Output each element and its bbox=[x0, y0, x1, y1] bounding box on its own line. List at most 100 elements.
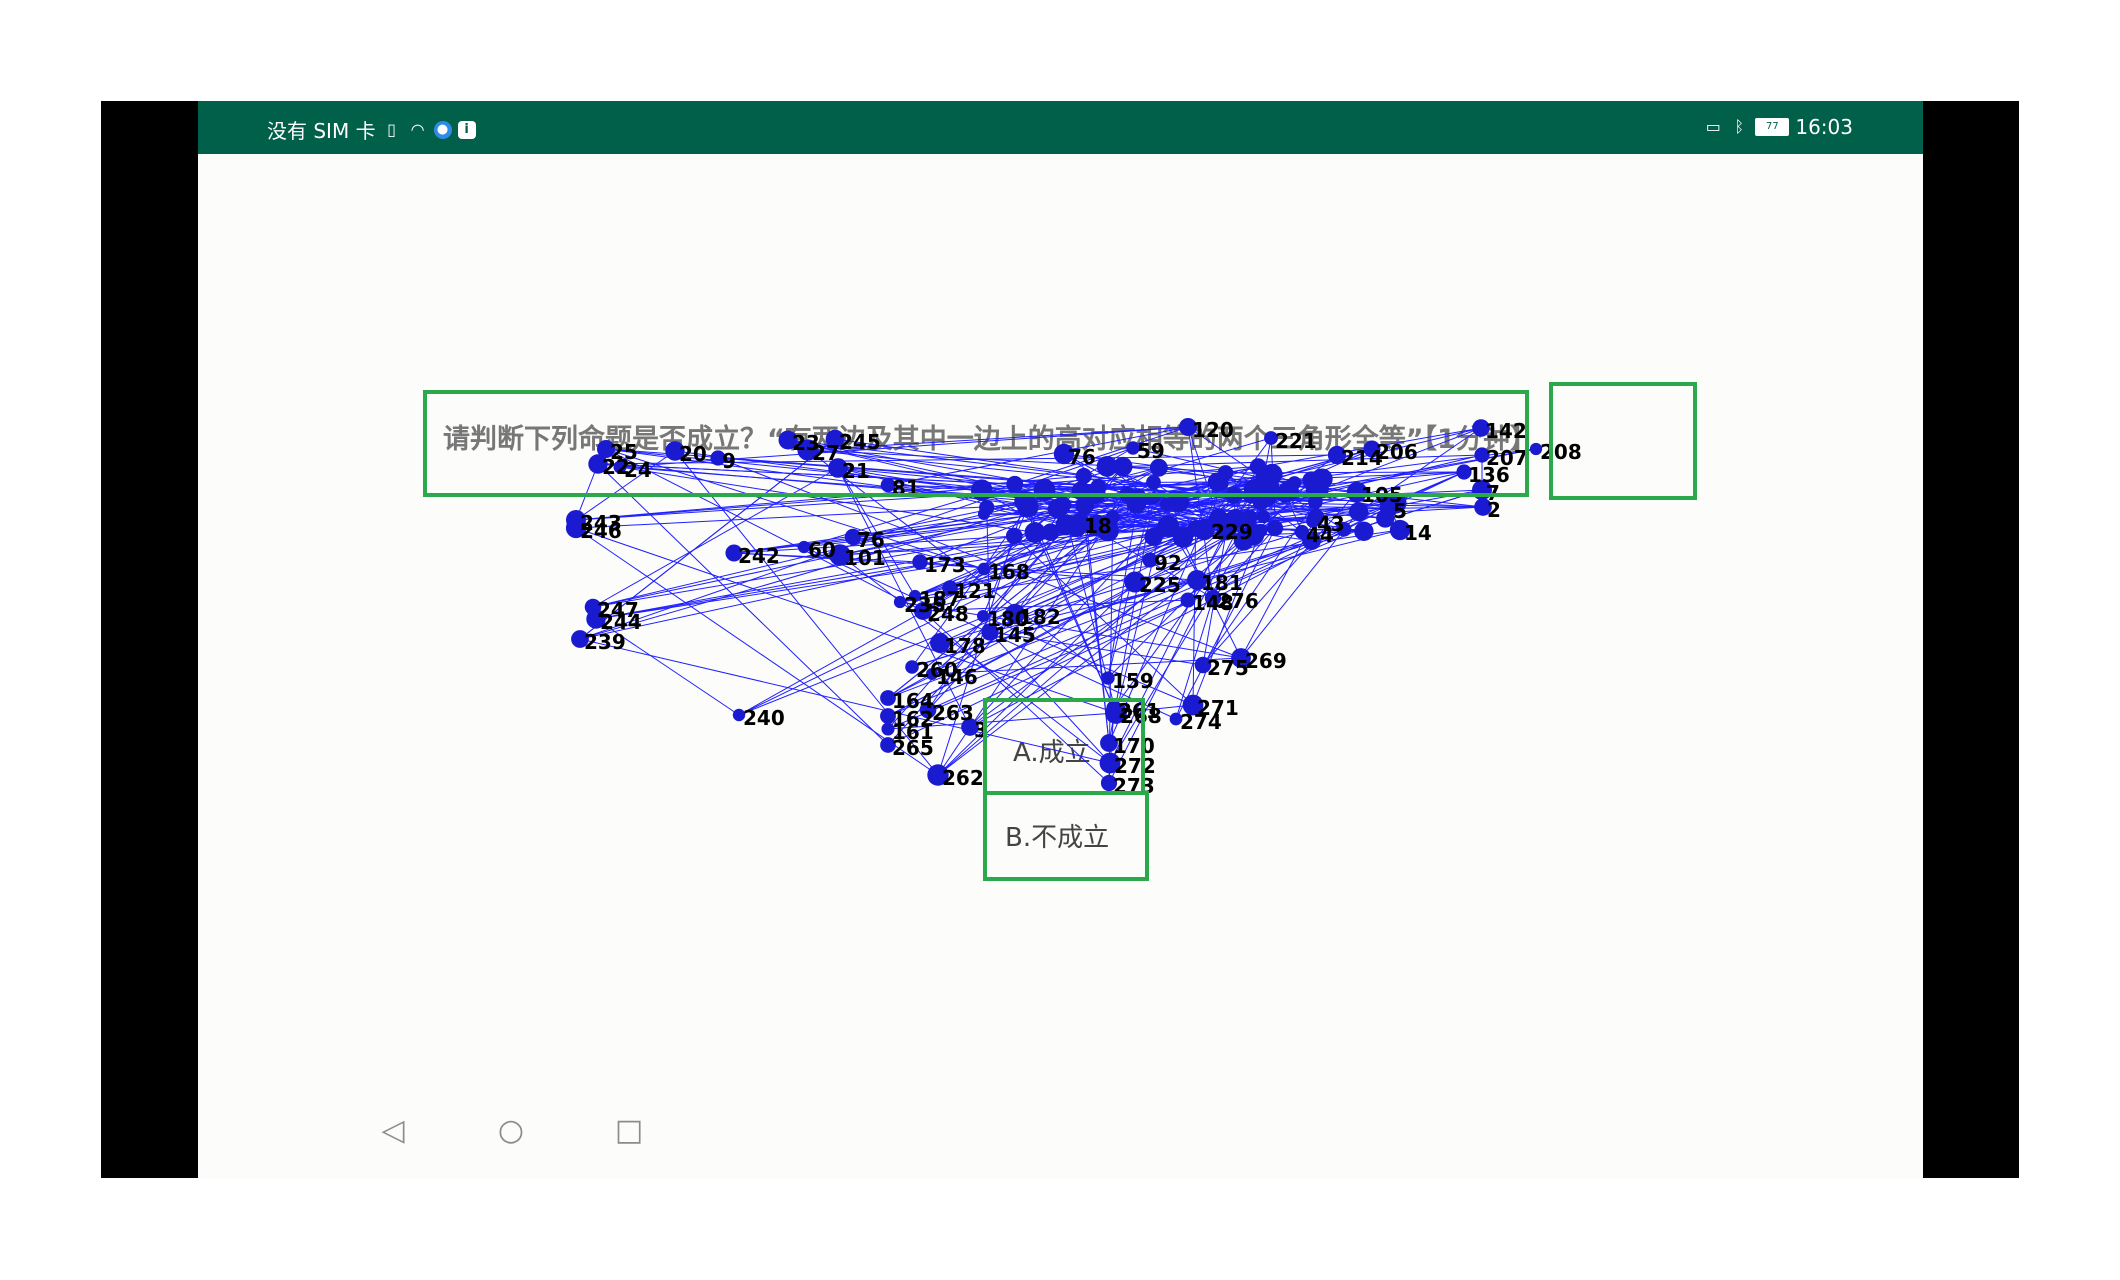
graph-node-label: 244 bbox=[600, 610, 642, 634]
graph-node-label: 161 bbox=[892, 720, 934, 744]
graph-node bbox=[828, 458, 848, 478]
graph-node-label: 162 bbox=[892, 707, 934, 731]
option-b-highlight-box[interactable] bbox=[983, 791, 1149, 881]
app-notification-icon: ● bbox=[433, 120, 452, 139]
graph-edge bbox=[807, 426, 1189, 451]
graph-node-label: 260 bbox=[916, 658, 958, 682]
status-bar-left: 没有 SIM 卡 ▯ ◠ ● i bbox=[267, 115, 476, 144]
graph-node-label: 268 bbox=[1120, 704, 1162, 728]
graph-node-label: 2 bbox=[1487, 498, 1501, 522]
graph-node-label: 207 bbox=[1486, 446, 1528, 470]
graph-node-label: 59 bbox=[1137, 439, 1165, 463]
graph-edge bbox=[605, 448, 924, 612]
graph-node-label: 60 bbox=[808, 538, 836, 562]
sim-card-icon: ▯ bbox=[387, 119, 396, 139]
graph-node-label: 269 bbox=[1245, 649, 1287, 673]
graph-node-label: 242 bbox=[738, 544, 780, 568]
info-notification-icon: i bbox=[457, 120, 476, 139]
device-frame: 没有 SIM 卡 ▯ ◠ ● i ▭ ᛒ 77 16:03 请判断下列命题是否成… bbox=[101, 101, 2019, 1178]
graph-node bbox=[1529, 442, 1543, 456]
graph-node-label: 243 bbox=[580, 511, 622, 535]
graph-node bbox=[1099, 752, 1121, 774]
graph-node-label: 263 bbox=[932, 701, 974, 725]
graph-node-label: 76 bbox=[857, 528, 885, 552]
option-b-label[interactable]: B.不成立 bbox=[1005, 823, 1110, 853]
graph-node-label: 246 bbox=[580, 519, 622, 543]
graph-node bbox=[1241, 509, 1258, 526]
graph-node bbox=[1157, 515, 1180, 538]
graph-node bbox=[1182, 694, 1204, 716]
home-icon[interactable]: ○ bbox=[497, 1113, 525, 1148]
screen-cast-icon: ▭ bbox=[1705, 117, 1721, 136]
graph-node-label: 20 bbox=[679, 442, 707, 466]
graph-node bbox=[1169, 712, 1183, 726]
graph-node bbox=[1307, 508, 1325, 526]
question-highlight-box bbox=[423, 390, 1529, 497]
graph-node-label: 101 bbox=[844, 546, 886, 570]
graph-edge bbox=[592, 495, 1251, 608]
graph-edge bbox=[1014, 483, 1272, 486]
graph-node bbox=[1363, 440, 1381, 458]
back-icon[interactable]: ◁ bbox=[381, 1113, 405, 1148]
graph-node bbox=[1255, 466, 1274, 485]
graph-edge bbox=[834, 438, 1386, 520]
graph-node-label: 145 bbox=[994, 623, 1036, 647]
graph-edge bbox=[1109, 540, 1245, 764]
graph-edge bbox=[989, 631, 1111, 764]
graph-node bbox=[880, 690, 896, 706]
graph-edge bbox=[597, 463, 1085, 507]
graph-edge bbox=[887, 516, 1264, 717]
graph-edge bbox=[1107, 495, 1269, 532]
graph-node bbox=[976, 609, 990, 623]
graph-node-label: 247 bbox=[597, 598, 639, 622]
graph-node-label: 225 bbox=[1139, 573, 1181, 597]
graph-node bbox=[1041, 523, 1060, 542]
graph-node-label: 206 bbox=[1376, 440, 1418, 464]
graph-node bbox=[1349, 502, 1369, 522]
graph-edge bbox=[887, 579, 1198, 699]
graph-node bbox=[1005, 527, 1023, 545]
graph-edge bbox=[733, 535, 1015, 554]
graph-edge bbox=[837, 467, 1077, 527]
graph-edge bbox=[592, 467, 839, 608]
graph-node bbox=[1456, 464, 1472, 480]
graph-node bbox=[1178, 417, 1198, 437]
graph-edge bbox=[1187, 426, 1219, 519]
graph-node-label: 229 bbox=[1211, 520, 1253, 544]
wifi-icon: ◠ bbox=[410, 119, 425, 139]
graph-node bbox=[1194, 656, 1212, 674]
graph-edge bbox=[575, 463, 599, 521]
graph-node bbox=[586, 609, 606, 629]
graph-node bbox=[1075, 467, 1092, 485]
recent-apps-icon[interactable]: □ bbox=[614, 1113, 644, 1148]
graph-node-label: 187 bbox=[919, 587, 961, 611]
status-bar-right: ▭ ᛒ 77 16:03 bbox=[1703, 115, 1853, 139]
graph-node bbox=[732, 708, 746, 722]
graph-node-label: 27 bbox=[812, 441, 840, 465]
graph-edge bbox=[937, 581, 1136, 776]
graph-node bbox=[977, 562, 991, 576]
graph-node bbox=[1268, 521, 1283, 535]
option-a-highlight-box[interactable] bbox=[983, 698, 1145, 795]
graph-node-label: 43 bbox=[1317, 512, 1345, 536]
graph-edge bbox=[1122, 454, 1483, 468]
graph-node-label: 271 bbox=[1197, 696, 1239, 720]
graph-node bbox=[1287, 476, 1302, 490]
graph-node bbox=[1075, 496, 1095, 515]
graph-edge bbox=[738, 481, 1218, 716]
graph-edge bbox=[1192, 527, 1197, 706]
graph-node-label: 262 bbox=[942, 766, 984, 790]
graph-node-label: 274 bbox=[1180, 710, 1222, 734]
graph-edge bbox=[1358, 427, 1482, 513]
graph-node bbox=[565, 517, 587, 539]
graph-edge bbox=[595, 618, 740, 716]
graph-edge bbox=[839, 536, 1154, 556]
graph-node-label: 239 bbox=[584, 630, 626, 654]
graph-node bbox=[1142, 552, 1158, 568]
graph-node-label: 276 bbox=[1217, 589, 1259, 613]
graph-node-label: 245 bbox=[839, 430, 881, 454]
graph-edge bbox=[1027, 506, 1117, 714]
graph-node bbox=[1242, 524, 1265, 546]
graph-node-label: 23 bbox=[792, 431, 820, 455]
